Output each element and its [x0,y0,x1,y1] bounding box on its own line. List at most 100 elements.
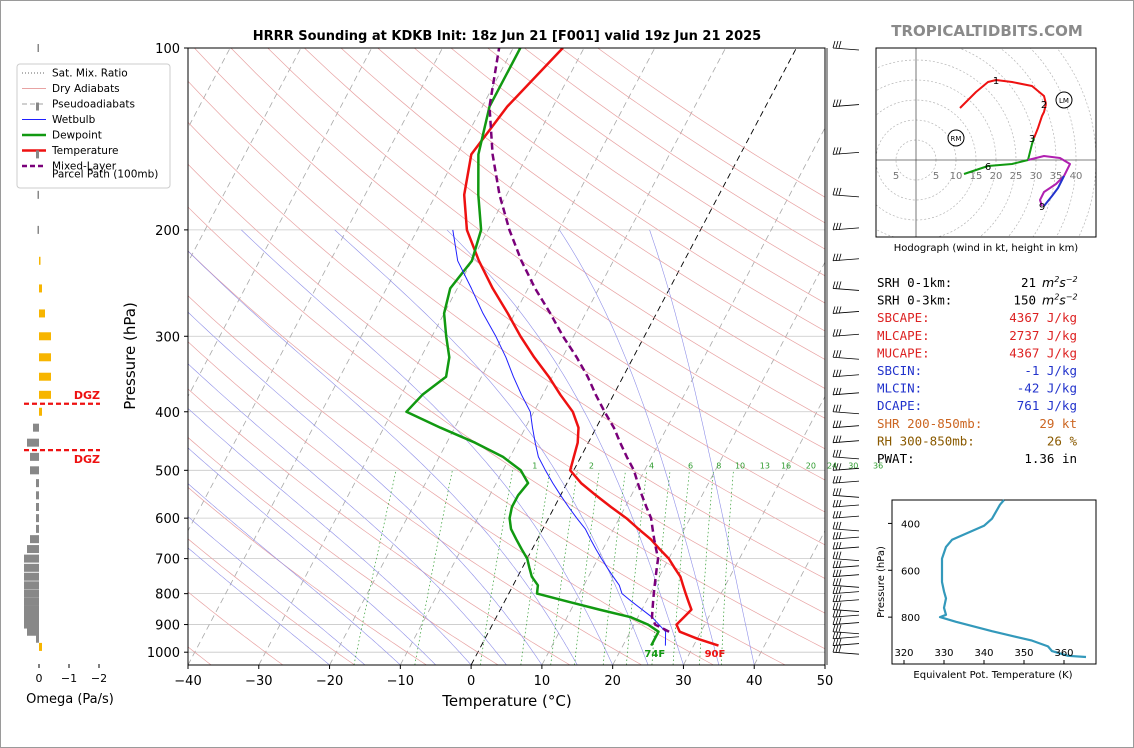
brand-watermark: TROPICALTIDBITS.COM [891,22,1083,40]
dry-adiabat-line [230,48,825,481]
wind-barb-flag [838,147,842,155]
isotherm-line [188,48,443,532]
x-tick-label: 0 [467,674,475,689]
index-value: 26 % [1047,433,1078,448]
index-value: 761 J/kg [1017,398,1077,413]
hodograph-trace [1033,103,1047,139]
wind-barb-flag [838,594,842,602]
dry-adiabat-line [188,591,284,665]
wind-barb-flag [835,645,839,653]
mixing-ratio-label: 36 [873,461,883,470]
wind-barb [832,467,860,471]
wind-barb-flag [832,404,836,412]
x-tick-label: 40 [746,674,763,689]
omega-panel: DGZ DGZ 0 −1 −2 Omega (Pa/s) [24,44,114,707]
omega-bar [24,620,39,629]
mixing-ratio-line [672,470,690,665]
wind-barb-flag [838,532,842,540]
mixing-ratio-label: 6 [688,461,693,470]
wind-barb-flag [835,631,839,639]
wind-barb [832,651,860,655]
omega-bar [37,190,39,199]
wind-barb-flag [838,569,842,577]
wind-barb-flag [838,253,842,261]
wind-barb [832,456,860,460]
omega-axis-label: Omega (Pa/s) [26,692,114,707]
index-label: RH 300-850mb: [877,433,975,448]
wind-barb-flag [832,350,836,358]
omega-bar [27,627,39,636]
theta-e-panel: 320 330 340 350 360 400 600 800 Equivalent Pot.… [876,499,1097,681]
wind-barb-flag [838,435,842,443]
skewt-plot-area [188,48,825,665]
index-label: SBCIN: [877,363,922,378]
pseudoadiabat-line [649,229,755,665]
theta-e-pressure-label: Pressure (hPa) [876,546,887,618]
wind-barb [832,440,860,444]
omega-bar [30,466,39,475]
mixing-ratio-line [353,470,397,665]
mixing-ratio-line [520,470,551,665]
wind-barb-flag [835,488,839,496]
omega-bar [36,502,39,511]
x-tick-label: 50 [817,674,834,689]
profile-temperature [462,48,719,647]
wind-barb-flag [832,40,836,49]
theta-e-p-tick-label: 400 [901,519,920,530]
wind-barb-flag [838,463,842,471]
wind-barb-flag [835,594,839,602]
hodograph-ring-label: 30 [1030,171,1043,182]
wind-barb-flag [835,350,839,358]
wind-barb-flag [832,560,836,568]
skewt-axes: −40 −30 −20 −10 0 10 20 30 40 50 100 200 300 400 500 60… [147,42,833,689]
index-value: 29 kt [1039,416,1077,431]
omega-tick-label: −2 [91,672,107,685]
mixing-ratio-line [414,470,453,665]
wind-barb-flag [832,578,836,586]
wind-barb-flag [832,638,836,646]
pseudoadiabat-line [334,229,649,665]
index-label: SHR 200-850mb: [877,416,982,431]
p-tick-label: 200 [155,224,180,239]
wind-barb-flag [835,560,839,568]
wind-barb-flag [838,222,842,230]
mixing-ratio-line [479,470,514,665]
mixing-ratio-label: 1 [532,461,537,470]
wind-barbs [826,40,860,665]
mixing-ratio-label: 13 [760,461,770,470]
wind-barb [832,515,860,519]
hodograph-panel: 5 5 10 15 20 25 30 35 40 1 2 3 6 9 RM LM Hodograph (wi… [875,47,1097,254]
index-value: 1.36 in [1024,451,1077,466]
index-unit: m2s−2 [1042,275,1078,290]
wind-barb-flag [835,476,839,484]
hodograph-ring-label: 25 [1010,171,1023,182]
index-value: 4367 J/kg [1009,345,1077,360]
wind-barb [832,591,860,595]
wind-barb [832,643,860,646]
p-tick-label: 700 [155,553,180,568]
index-value: -42 J/kg [1017,381,1077,396]
wind-barb [832,558,860,562]
wind-barb-flag [832,476,836,484]
wind-barb-flag [832,569,836,577]
pseudoadiabat-line [188,516,366,665]
wind-barb-flag [832,387,836,395]
p-tick-label: 800 [155,588,180,603]
hodograph-ring-label: 40 [1070,171,1083,182]
wind-barb-flag [835,147,839,155]
hodograph-trace [963,137,1035,175]
profile-wetbulb [452,229,667,646]
dry-adiabat-line [188,163,825,614]
mixing-ratio-label: 20 [806,461,816,470]
wind-barb-flag [838,488,842,496]
wind-barb [832,574,860,578]
isotherm-line [541,127,825,665]
wind-barb-flag [838,369,842,377]
p-tick-label: 1000 [147,646,180,661]
dry-adiabat-line [188,388,571,665]
index-label: SRH 0-1km: [877,275,952,290]
wind-barb-flag [835,281,839,289]
pseudoadiabat-line [188,311,543,665]
